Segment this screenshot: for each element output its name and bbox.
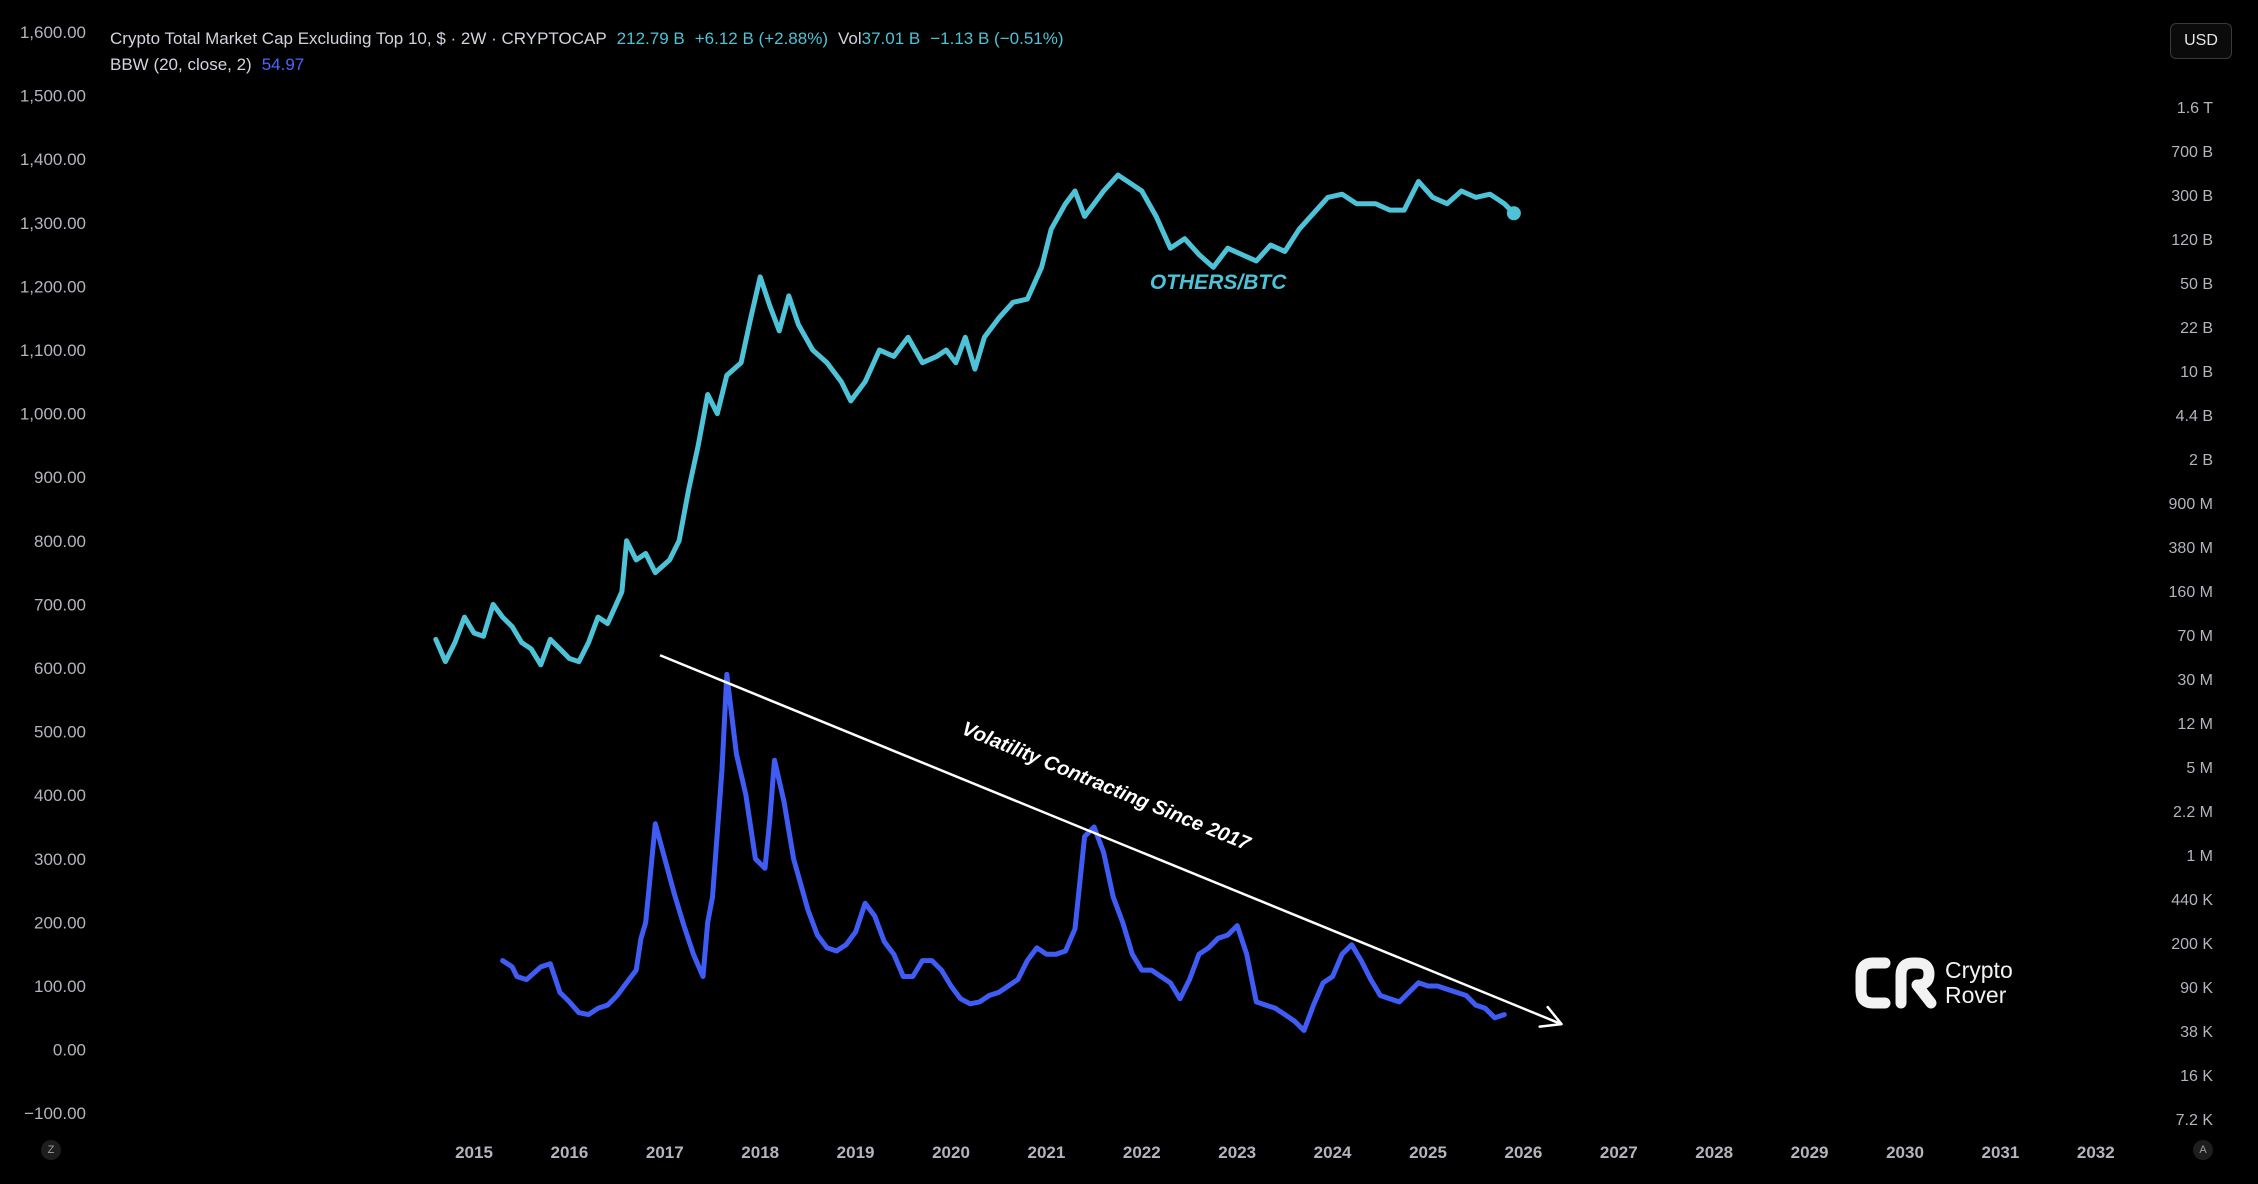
auto-scale-left-button[interactable]: Z bbox=[41, 1140, 61, 1160]
left-axis-tick: 300.00 bbox=[34, 850, 86, 869]
right-axis-tick: 380 M bbox=[2169, 540, 2213, 557]
time-axis-tick: 2026 bbox=[1504, 1143, 1542, 1162]
right-axis-tick: 2 B bbox=[2189, 452, 2213, 469]
right-axis-tick: 22 B bbox=[2180, 320, 2213, 337]
left-axis-tick: 600.00 bbox=[34, 659, 86, 678]
trendline[interactable] bbox=[659, 654, 1563, 1026]
right-axis-tick: 120 B bbox=[2171, 232, 2213, 249]
left-axis-tick: 200.00 bbox=[34, 913, 86, 932]
time-axis-tick: 2015 bbox=[455, 1143, 493, 1162]
time-axis-tick: 2032 bbox=[2077, 1143, 2115, 1162]
volume-change: −1.13 B (−0.51%) bbox=[930, 29, 1064, 48]
left-axis-tick: 1,500.00 bbox=[20, 87, 86, 106]
time-axis-tick: 2023 bbox=[1218, 1143, 1256, 1162]
right-axis-tick: 1 M bbox=[2186, 848, 2213, 865]
time-axis-tick: 2028 bbox=[1695, 1143, 1733, 1162]
trendline-arrowhead bbox=[1538, 1005, 1563, 1028]
left-axis-tick: 500.00 bbox=[34, 723, 86, 742]
time-axis-tick: 2019 bbox=[837, 1143, 875, 1162]
last-price: 212.79 B bbox=[616, 29, 685, 48]
left-axis-tick: 400.00 bbox=[34, 786, 86, 805]
right-axis-tick: 4.4 B bbox=[2176, 408, 2213, 425]
crypto-rover-icon bbox=[1855, 957, 1937, 1009]
right-axis-tick: 440 K bbox=[2171, 892, 2213, 909]
last-value-marker bbox=[1506, 206, 1521, 221]
right-axis-tick: 200 K bbox=[2171, 936, 2213, 953]
left-axis-tick: 1,300.00 bbox=[20, 214, 86, 233]
currency-button[interactable]: USD bbox=[2170, 23, 2232, 59]
right-axis-tick: 70 M bbox=[2177, 628, 2213, 645]
right-axis-tick: 12 M bbox=[2177, 716, 2213, 733]
left-axis-tick: 1,600.00 bbox=[20, 23, 86, 42]
brand-name: Crypto Rover bbox=[1945, 958, 2013, 1008]
right-axis-tick: 160 M bbox=[2169, 584, 2213, 601]
left-axis-tick: 1,200.00 bbox=[20, 277, 86, 296]
time-axis-tick: 2018 bbox=[741, 1143, 779, 1162]
legend-indicator-row: BBW (20, close, 2) 54.97 bbox=[110, 52, 1074, 78]
time-axis-tick: 2016 bbox=[550, 1143, 588, 1162]
price-change: +6.12 B (+2.88%) bbox=[694, 29, 828, 48]
left-price-axis[interactable]: 1,600.00 1,500.00 1,400.00 1,300.00 1,200.00… bbox=[20, 23, 86, 1123]
right-axis-tick: 10 B bbox=[2180, 364, 2213, 381]
time-axis-tick: 2020 bbox=[932, 1143, 970, 1162]
time-axis-tick: 2022 bbox=[1123, 1143, 1161, 1162]
indicator-title[interactable]: BBW (20, close, 2) bbox=[110, 55, 252, 74]
right-axis-tick: 300 B bbox=[2171, 188, 2213, 205]
brand-line-1: Crypto bbox=[1945, 957, 2013, 983]
right-axis-tick: 16 K bbox=[2180, 1068, 2213, 1085]
right-axis-tick: 90 K bbox=[2180, 980, 2213, 997]
left-axis-tick: 100.00 bbox=[34, 977, 86, 996]
time-axis[interactable]: 2015 2016 2017 2018 2019 2020 2021 2022 2023 2024… bbox=[455, 1143, 2115, 1162]
volume-label: Vol37.01 B bbox=[838, 29, 921, 48]
time-axis-tick: 2031 bbox=[1981, 1143, 2019, 1162]
right-axis-tick: 900 M bbox=[2169, 496, 2213, 513]
right-axis-tick: 7.2 K bbox=[2176, 1112, 2214, 1129]
left-axis-tick: 1,400.00 bbox=[20, 150, 86, 169]
right-log-axis[interactable]: 1.6 T 700 B 300 B 120 B 50 B 22 B 10 B 4.4 B 2 B… bbox=[2169, 100, 2214, 1129]
brand-line-2: Rover bbox=[1945, 982, 2007, 1008]
time-axis-tick: 2030 bbox=[1886, 1143, 1924, 1162]
left-axis-tick: 900.00 bbox=[34, 468, 86, 487]
left-axis-tick: 800.00 bbox=[34, 532, 86, 551]
indicator-value: 54.97 bbox=[261, 55, 305, 74]
time-axis-tick: 2021 bbox=[1027, 1143, 1065, 1162]
time-axis-tick: 2025 bbox=[1409, 1143, 1447, 1162]
symbol-title[interactable]: Crypto Total Market Cap Excluding Top 10… bbox=[110, 29, 607, 48]
annotation-layer: OTHERS/BTC Volatility Contracting Since 2… bbox=[959, 271, 1288, 856]
volume-value: 37.01 B bbox=[861, 29, 921, 48]
auto-scale-right-button[interactable]: A bbox=[2193, 1140, 2213, 1160]
left-axis-tick: −100.00 bbox=[24, 1104, 86, 1123]
others-btc-line[interactable] bbox=[433, 172, 1517, 668]
left-axis-tick: 1,000.00 bbox=[20, 405, 86, 424]
right-axis-tick: 50 B bbox=[2180, 276, 2213, 293]
time-axis-tick: 2029 bbox=[1791, 1143, 1829, 1162]
volatility-trend-label: Volatility Contracting Since 2017 bbox=[959, 718, 1254, 856]
trendline-layer[interactable] bbox=[659, 654, 1563, 1028]
right-axis-tick: 30 M bbox=[2177, 672, 2213, 689]
right-axis-tick: 700 B bbox=[2171, 144, 2213, 161]
right-axis-tick: 5 M bbox=[2186, 760, 2213, 777]
time-axis-tick: 2027 bbox=[1600, 1143, 1638, 1162]
right-axis-tick: 1.6 T bbox=[2177, 100, 2213, 117]
time-axis-tick: 2017 bbox=[646, 1143, 684, 1162]
left-axis-tick: 0.00 bbox=[53, 1041, 86, 1060]
chart-legend: Crypto Total Market Cap Excluding Top 10… bbox=[110, 26, 1074, 78]
legend-main-row: Crypto Total Market Cap Excluding Top 10… bbox=[110, 26, 1074, 52]
left-axis-tick: 1,100.00 bbox=[20, 341, 86, 360]
left-axis-tick: 700.00 bbox=[34, 595, 86, 614]
others-btc-label: OTHERS/BTC bbox=[1150, 271, 1287, 294]
time-axis-tick: 2024 bbox=[1314, 1143, 1352, 1162]
series-layer bbox=[433, 172, 1521, 1033]
right-axis-tick: 38 K bbox=[2180, 1024, 2213, 1041]
crypto-rover-logo: Crypto Rover bbox=[1855, 955, 2013, 1011]
right-axis-tick: 2.2 M bbox=[2173, 804, 2213, 821]
bbw-line[interactable] bbox=[500, 671, 1507, 1033]
